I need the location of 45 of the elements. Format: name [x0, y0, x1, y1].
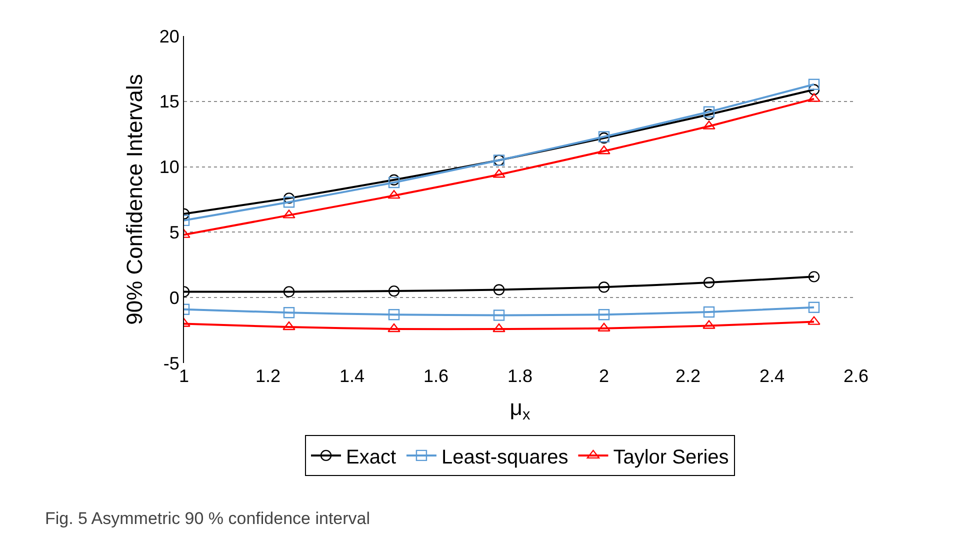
x-tick-label: 1.6: [423, 366, 449, 386]
point: [493, 310, 505, 321]
point: [808, 78, 820, 90]
point: [388, 176, 400, 188]
x-tick-label: 2.4: [759, 366, 785, 386]
y-tick-label: 0: [169, 288, 180, 308]
caption: Fig. 5 Asymmetric 90 % confidence interval: [45, 509, 370, 528]
y-tick-label: 15: [159, 92, 180, 112]
point: [598, 282, 610, 293]
point: [388, 190, 400, 199]
point: [283, 192, 295, 204]
point: [388, 285, 400, 297]
point: [598, 309, 610, 320]
x-tick-label: 1: [178, 366, 190, 386]
x-tick-label: 2: [598, 366, 610, 386]
point: [282, 321, 296, 330]
point: [283, 196, 295, 208]
point: [493, 284, 505, 296]
x-tick-label: 1.4: [339, 366, 365, 386]
point: [808, 302, 820, 314]
legend-label: Least-squares: [441, 446, 568, 468]
x-tick-label: 1.2: [255, 366, 281, 386]
point: [388, 174, 400, 186]
point: [808, 84, 820, 96]
x-tick-label: 2.2: [675, 366, 701, 386]
y-axis-title: 90% Confidence Intervals: [122, 74, 148, 325]
point: [703, 306, 715, 318]
point: [492, 323, 506, 332]
y-tick-label: -5: [163, 353, 180, 374]
point: [388, 309, 400, 320]
point: [703, 106, 715, 118]
x-tick-label: 2.6: [843, 366, 869, 386]
x-axis-title: μ$_{x}$: [510, 394, 530, 424]
legend-label: Exact: [346, 446, 396, 468]
y-tick-label: 10: [159, 157, 180, 178]
legend-label: Taylor Series: [613, 446, 729, 468]
x-tick-label: 1.8: [507, 366, 533, 386]
point: [283, 307, 295, 318]
point: [703, 276, 715, 288]
point: [283, 286, 295, 298]
point: [808, 271, 820, 282]
y-tick-label: 5: [169, 222, 180, 242]
point: [703, 108, 715, 120]
y-tick-label: 20: [159, 26, 180, 46]
point: [388, 323, 400, 332]
